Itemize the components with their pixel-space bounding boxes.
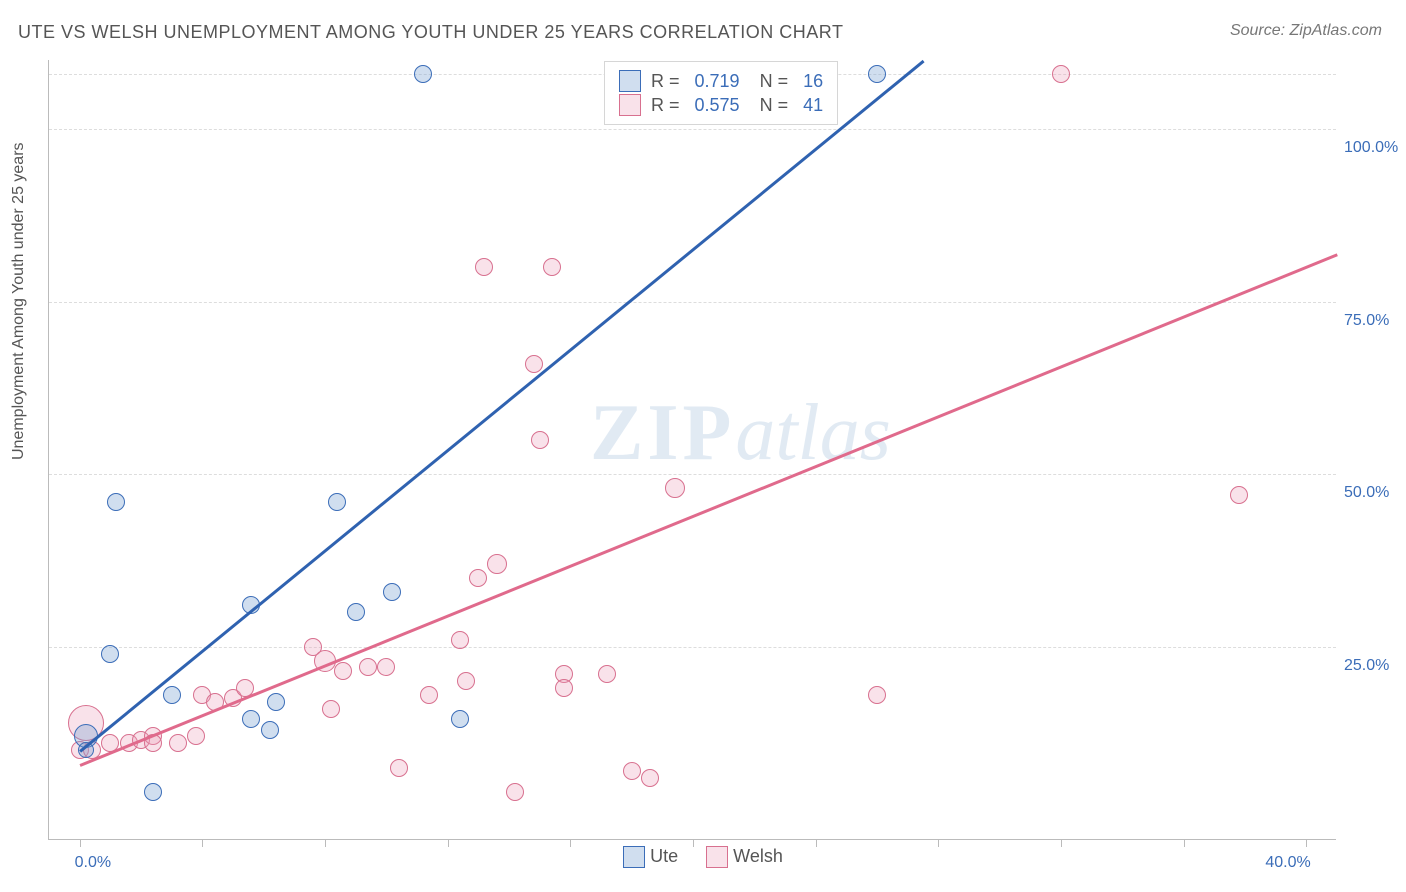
welsh-point xyxy=(390,759,408,777)
y-tick-label: 50.0% xyxy=(1344,484,1389,502)
ute-point xyxy=(328,493,346,511)
ute-trendline xyxy=(79,60,924,752)
x-tick-label: 0.0% xyxy=(75,854,111,872)
watermark-atlas: atlas xyxy=(735,389,891,477)
legend-r-value: 0.719 xyxy=(695,71,740,92)
welsh-point xyxy=(187,727,205,745)
ute-point xyxy=(242,710,260,728)
gridline xyxy=(49,302,1336,303)
welsh-point xyxy=(623,762,641,780)
ute-point xyxy=(107,493,125,511)
welsh-point xyxy=(169,734,187,752)
y-tick-label: 75.0% xyxy=(1344,312,1389,330)
ute-point xyxy=(414,65,432,83)
ute-point xyxy=(144,783,162,801)
y-tick-label: 25.0% xyxy=(1344,657,1389,675)
scatter-plot-area: ZIPatlas xyxy=(48,60,1336,840)
welsh-swatch xyxy=(619,94,641,116)
welsh-point xyxy=(868,686,886,704)
welsh-point xyxy=(469,569,487,587)
legend-r-label: R = xyxy=(651,95,685,116)
welsh-point xyxy=(641,769,659,787)
series-legend: Ute Welsh xyxy=(0,846,1406,868)
welsh-point xyxy=(451,631,469,649)
legend-row-welsh: R = 0.575 N = 41 xyxy=(619,94,823,116)
legend-label: Welsh xyxy=(733,846,783,866)
ute-point xyxy=(163,686,181,704)
welsh-point xyxy=(334,662,352,680)
legend-n-label: N = xyxy=(750,95,794,116)
welsh-point xyxy=(1052,65,1070,83)
ute-point xyxy=(101,645,119,663)
y-tick-label: 100.0% xyxy=(1344,139,1398,157)
ute-swatch xyxy=(619,70,641,92)
welsh-point xyxy=(487,554,507,574)
welsh-point xyxy=(506,783,524,801)
legend-n-label: N = xyxy=(750,71,794,92)
welsh-point xyxy=(543,258,561,276)
welsh-point xyxy=(1230,486,1248,504)
chart-title: UTE VS WELSH UNEMPLOYMENT AMONG YOUTH UN… xyxy=(18,22,843,43)
ute-point xyxy=(383,583,401,601)
gridline xyxy=(49,647,1336,648)
welsh-point xyxy=(665,478,685,498)
welsh-point xyxy=(598,665,616,683)
welsh-point xyxy=(555,679,573,697)
welsh-point xyxy=(377,658,395,676)
legend-label: Ute xyxy=(650,846,678,866)
source-prefix: Source: xyxy=(1230,22,1290,39)
ute-point xyxy=(261,721,279,739)
correlation-legend: R = 0.719 N = 16R = 0.575 N = 41 xyxy=(604,61,838,125)
x-tick-label: 40.0% xyxy=(1265,854,1310,872)
ute-point xyxy=(451,710,469,728)
ute-swatch-bottom xyxy=(623,846,645,868)
legend-item-welsh: Welsh xyxy=(706,846,783,868)
legend-row-ute: R = 0.719 N = 16 xyxy=(619,70,823,92)
source-link[interactable]: ZipAtlas.com xyxy=(1290,22,1382,39)
welsh-point xyxy=(420,686,438,704)
gridline xyxy=(49,129,1336,130)
welsh-point xyxy=(457,672,475,690)
welsh-trendline xyxy=(79,253,1337,766)
legend-n-value: 41 xyxy=(803,95,823,116)
welsh-point xyxy=(531,431,549,449)
welsh-swatch-bottom xyxy=(706,846,728,868)
legend-n-value: 16 xyxy=(803,71,823,92)
ute-point xyxy=(347,603,365,621)
legend-r-value: 0.575 xyxy=(695,95,740,116)
welsh-point xyxy=(475,258,493,276)
welsh-point xyxy=(525,355,543,373)
gridline xyxy=(49,474,1336,475)
welsh-point xyxy=(359,658,377,676)
legend-r-label: R = xyxy=(651,71,685,92)
welsh-point xyxy=(322,700,340,718)
ute-point xyxy=(267,693,285,711)
source-attribution: Source: ZipAtlas.com xyxy=(1230,22,1382,40)
y-axis-label: Unemployment Among Youth under 25 years xyxy=(10,142,28,460)
ute-point xyxy=(868,65,886,83)
legend-item-ute: Ute xyxy=(623,846,678,868)
watermark-zip: ZIP xyxy=(590,389,735,477)
watermark: ZIPatlas xyxy=(590,388,891,479)
